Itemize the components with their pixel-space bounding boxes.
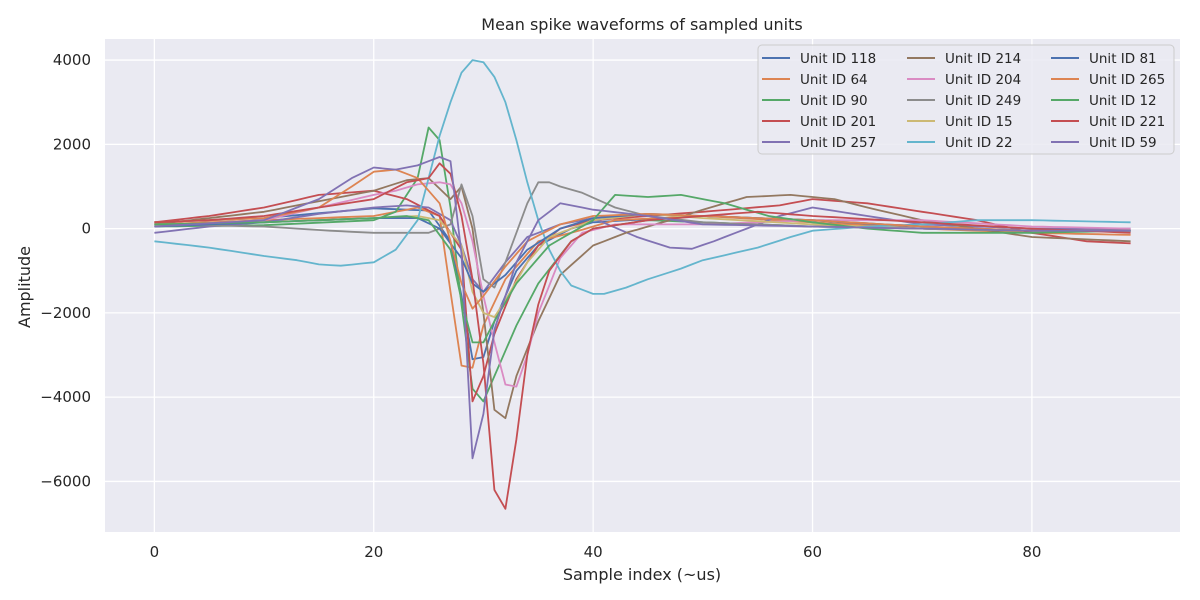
- legend-entry-label: Unit ID 12: [1089, 93, 1157, 109]
- y-tick-label: 0: [81, 220, 91, 238]
- y-axis-title: Amplitude: [15, 246, 34, 328]
- legend-entry-label: Unit ID 249: [945, 93, 1021, 109]
- legend-entry-label: Unit ID 204: [945, 72, 1021, 88]
- y-tick-label: −6000: [40, 472, 91, 490]
- legend: Unit ID 118 Unit ID 64 Unit ID 90 Unit ID 2…: [757, 44, 1175, 155]
- legend-entry-label: Unit ID 81: [1089, 51, 1157, 67]
- legend-entry-label: Unit ID 15: [945, 114, 1013, 130]
- series-line-unit-id-12: [154, 193, 1131, 344]
- tick-labels: 0 20 40 60 80 −6000 −4000 −2000 0 2000 4000: [40, 51, 1041, 561]
- legend-frame: [757, 44, 1175, 155]
- y-tick-label: −4000: [40, 388, 91, 406]
- x-axis-title: Sample index (~us): [563, 565, 721, 584]
- series-line-unit-id-221: [154, 162, 1131, 510]
- legend-entry-label: Unit ID 214: [945, 51, 1021, 67]
- legend-entry-label: Unit ID 59: [1089, 135, 1157, 151]
- legend-entry-label: Unit ID 201: [800, 114, 876, 130]
- series-line-unit-id-257: [154, 204, 1131, 293]
- legend-entry-label: Unit ID 265: [1089, 72, 1165, 88]
- chart-title: Mean spike waveforms of sampled units: [481, 15, 802, 34]
- legend-entry-label: Unit ID 64: [800, 72, 868, 88]
- legend-entry-label: Unit ID 90: [800, 93, 868, 109]
- y-tick-label: 4000: [53, 51, 91, 69]
- y-tick-label: 2000: [53, 135, 91, 153]
- y-tick-label: −2000: [40, 304, 91, 322]
- x-tick-label: 40: [584, 543, 603, 561]
- x-tick-label: 60: [803, 543, 822, 561]
- x-tick-label: 20: [364, 543, 383, 561]
- series-line-unit-id-201: [154, 189, 1131, 403]
- x-tick-label: 80: [1022, 543, 1041, 561]
- legend-entry-label: Unit ID 257: [800, 135, 876, 151]
- series-line-unit-id-214: [154, 177, 1131, 420]
- series-line-unit-id-59: [154, 156, 1131, 460]
- legend-entry-label: Unit ID 22: [945, 135, 1013, 151]
- legend-entry-label: Unit ID 221: [1089, 114, 1165, 130]
- series-line-unit-id-22: [154, 59, 1131, 295]
- series-lines: [154, 59, 1131, 510]
- x-tick-label: 0: [150, 543, 160, 561]
- legend-entry-label: Unit ID 118: [800, 51, 876, 67]
